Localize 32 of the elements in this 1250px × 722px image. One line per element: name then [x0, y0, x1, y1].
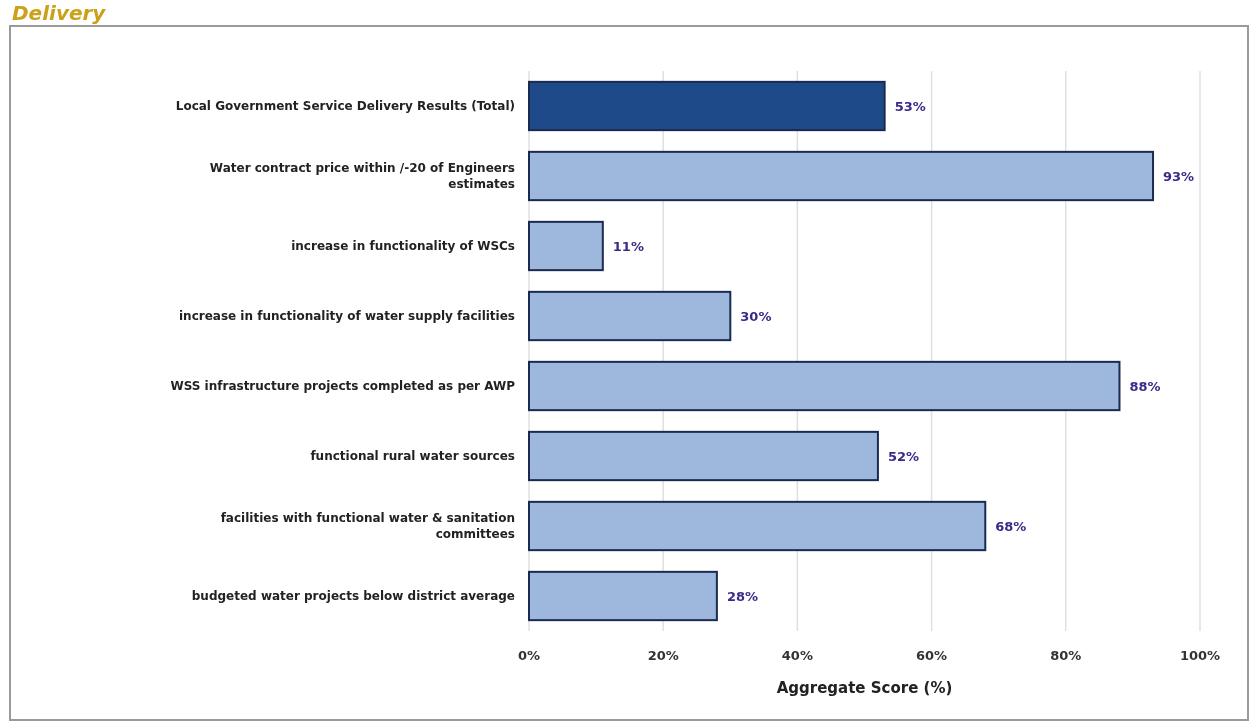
y-tick-label: increase in functionality of WSCs [291, 239, 515, 254]
y-tick-label: WSS infrastructure projects completed as per AWP [170, 379, 516, 394]
x-tick-label: 0% [517, 648, 541, 663]
y-tick-label: facilities with functional water & sanitation committees [220, 511, 515, 542]
bar [528, 360, 1121, 412]
data-label: 52% [887, 448, 920, 464]
data-label: 68% [995, 518, 1027, 534]
bar [528, 80, 886, 132]
bar [528, 290, 732, 342]
text: Delivery [12, 1, 107, 25]
bar [528, 220, 604, 272]
bar [528, 430, 879, 482]
data-label: 11% [612, 238, 644, 254]
x-tick-label: 20% [647, 648, 679, 663]
x-tick-label: 60% [916, 648, 948, 663]
data-label: 28% [726, 588, 759, 604]
x-axis-title: Aggregate Score (%) [776, 679, 953, 697]
y-tick-label: increase in functionality of water supply facilities [178, 309, 515, 324]
data-label: 88% [1129, 378, 1161, 394]
x-tick-label: 40% [781, 648, 813, 663]
y-tick-label: Water contract price within /-20 of Engineers estimates [209, 161, 515, 192]
x-tick-label: 80% [1050, 648, 1082, 663]
x-tick-label: 100% [1179, 648, 1221, 663]
y-tick-label: Local Government Service Delivery Results (Total) [175, 99, 515, 114]
y-tick-label: functional rural water sources [310, 449, 515, 464]
y-tick-label: budgeted water projects below district average [191, 589, 515, 604]
bar [528, 500, 987, 552]
bar [528, 570, 718, 622]
data-label: 93% [1163, 168, 1195, 184]
bar [528, 150, 1155, 202]
data-label: 53% [894, 98, 926, 114]
data-label: 30% [740, 308, 772, 324]
